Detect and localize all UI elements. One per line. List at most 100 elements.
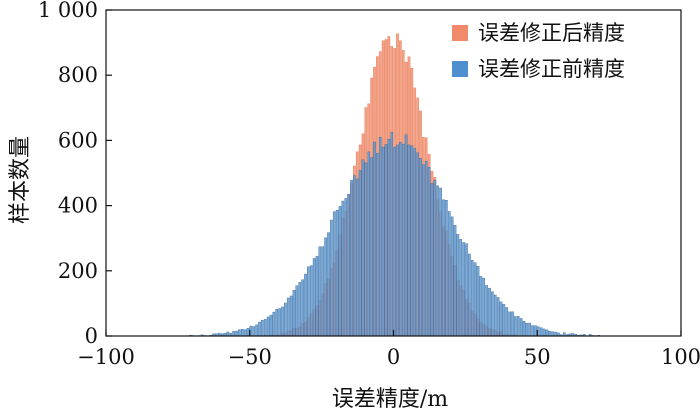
hist-bar — [322, 247, 324, 336]
hist-bar — [261, 320, 263, 336]
y-tick-label: 1 000 — [38, 0, 98, 22]
hist-bar — [399, 142, 401, 336]
hist-bar — [517, 316, 519, 336]
x-tick-label: 0 — [387, 345, 400, 369]
hist-bar — [417, 153, 419, 336]
before-series-bars — [189, 132, 599, 336]
hist-bar — [345, 198, 347, 336]
legend-label-before: 误差修正前精度 — [478, 57, 625, 81]
hist-bar — [437, 186, 439, 336]
hist-bar — [258, 322, 260, 336]
hist-bar — [296, 286, 298, 336]
hist-bar — [480, 276, 482, 336]
hist-bar — [253, 327, 255, 336]
hist-bar — [299, 282, 301, 336]
x-tick-label: −100 — [77, 345, 135, 369]
hist-bar — [267, 317, 269, 336]
hist-bar — [304, 274, 306, 336]
y-tick-label: 800 — [58, 63, 98, 87]
hist-bar — [388, 139, 390, 336]
hist-bar — [454, 225, 456, 336]
hist-bar — [284, 303, 286, 336]
hist-bar — [362, 160, 364, 336]
hist-bar — [350, 180, 352, 336]
hist-bar — [497, 297, 499, 336]
hist-bar — [310, 266, 312, 336]
hist-bar — [307, 267, 309, 336]
hist-bar — [500, 302, 502, 336]
hist-bar — [302, 280, 304, 336]
hist-bar — [348, 194, 350, 336]
hist-bar — [385, 144, 387, 336]
hist-bar — [503, 304, 505, 336]
hist-bar — [405, 135, 407, 336]
hist-bar — [451, 217, 453, 336]
hist-bar — [394, 147, 396, 336]
hist-bar — [371, 157, 373, 336]
legend-swatch-before — [452, 61, 468, 77]
x-axis-label: 误差精度/m — [332, 387, 448, 412]
hist-bar — [293, 290, 295, 336]
hist-bar — [488, 288, 490, 336]
hist-bar — [325, 238, 327, 336]
hist-bar — [419, 158, 421, 336]
hist-bar — [379, 137, 381, 336]
hist-bar — [431, 183, 433, 336]
hist-bar — [336, 210, 338, 336]
hist-bar — [474, 263, 476, 336]
hist-bar — [442, 200, 444, 336]
hist-bar — [477, 266, 479, 336]
hist-bar — [233, 331, 235, 336]
hist-bar — [463, 242, 465, 336]
hist-bar — [330, 220, 332, 336]
hist-bar — [327, 233, 329, 336]
hist-bar — [460, 239, 462, 336]
y-tick-label: 600 — [58, 128, 98, 152]
hist-bar — [276, 309, 278, 336]
hist-bar — [376, 153, 378, 336]
hist-bar — [486, 285, 488, 336]
hist-bar — [290, 296, 292, 336]
hist-bar — [468, 254, 470, 336]
hist-bar — [434, 180, 436, 336]
hist-bar — [256, 325, 258, 336]
hist-bar — [532, 326, 534, 336]
hist-bar — [526, 323, 528, 336]
hist-bar — [534, 326, 536, 336]
hist-bar — [319, 247, 321, 336]
hist-bar — [546, 330, 548, 336]
hist-bar — [457, 234, 459, 336]
hist-bar — [494, 295, 496, 336]
hist-bar — [483, 278, 485, 336]
hist-bar — [273, 312, 275, 336]
hist-bar — [471, 260, 473, 336]
hist-bar — [313, 258, 315, 336]
legend: 误差修正后精度 误差修正前精度 — [452, 21, 625, 81]
hist-bar — [552, 332, 554, 336]
hist-bar — [287, 298, 289, 336]
hist-bar — [264, 319, 266, 336]
hist-bar — [506, 307, 508, 336]
hist-bar — [270, 315, 272, 336]
hist-bar — [514, 316, 516, 336]
hist-bar — [356, 179, 358, 336]
hist-bar — [365, 163, 367, 336]
y-tick-label: 200 — [58, 259, 98, 283]
hist-bar — [543, 329, 545, 336]
hist-bar — [368, 152, 370, 336]
hist-bar — [520, 318, 522, 336]
hist-bar — [411, 146, 413, 336]
hist-bar — [445, 200, 447, 336]
hist-bar — [235, 331, 237, 336]
hist-bar — [448, 211, 450, 336]
hist-bar — [382, 147, 384, 336]
hist-bar — [353, 175, 355, 336]
hist-bar — [491, 292, 493, 336]
x-tick-label: −50 — [228, 345, 272, 369]
hist-bar — [422, 165, 424, 336]
y-tick-label: 400 — [58, 194, 98, 218]
hist-bar — [359, 170, 361, 336]
hist-bar — [428, 167, 430, 336]
